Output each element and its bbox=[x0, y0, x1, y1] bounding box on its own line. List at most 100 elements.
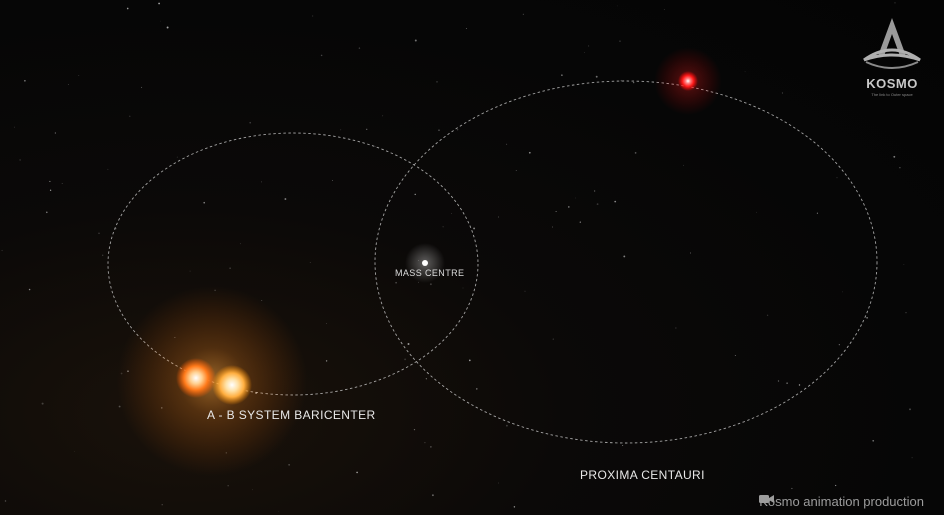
background-star bbox=[555, 211, 557, 212]
background-star bbox=[588, 45, 590, 47]
ab-orbit bbox=[107, 132, 479, 396]
background-star bbox=[1, 249, 3, 252]
background-star bbox=[46, 211, 48, 214]
background-star bbox=[780, 503, 782, 505]
background-star bbox=[404, 358, 406, 361]
background-star bbox=[528, 151, 531, 154]
background-star bbox=[356, 471, 358, 474]
background-star bbox=[816, 212, 818, 214]
mass-centre-label: MASS CENTRE bbox=[395, 268, 465, 278]
background-star bbox=[552, 226, 553, 228]
background-star bbox=[594, 190, 596, 192]
background-star bbox=[102, 254, 104, 256]
video-camera-icon bbox=[759, 495, 775, 503]
background-star bbox=[690, 252, 691, 254]
background-star bbox=[791, 487, 793, 490]
background-star bbox=[836, 177, 838, 179]
background-star bbox=[632, 81, 635, 84]
background-star bbox=[866, 316, 868, 319]
background-star bbox=[622, 445, 624, 446]
background-star bbox=[798, 384, 801, 386]
background-star bbox=[842, 291, 843, 293]
background-star bbox=[395, 281, 397, 284]
background-star bbox=[766, 314, 769, 316]
background-star bbox=[903, 264, 905, 265]
background-star bbox=[14, 126, 15, 128]
background-star bbox=[249, 121, 252, 124]
alpha-b-star bbox=[212, 365, 252, 405]
background-star bbox=[382, 115, 384, 117]
background-star bbox=[4, 500, 7, 502]
background-star bbox=[465, 28, 467, 29]
background-star bbox=[227, 485, 229, 487]
background-star bbox=[476, 388, 478, 390]
background-star bbox=[312, 15, 314, 17]
background-star bbox=[158, 2, 160, 5]
background-star bbox=[320, 54, 323, 57]
credit-line: Kosmo animation production bbox=[759, 494, 924, 509]
background-star bbox=[28, 288, 31, 291]
background-star bbox=[781, 92, 783, 94]
background-star bbox=[49, 189, 52, 191]
background-star bbox=[107, 168, 109, 170]
background-star bbox=[203, 201, 205, 204]
logo-tagline: The link to Outer space bbox=[871, 92, 913, 97]
background-star bbox=[161, 504, 163, 506]
background-star bbox=[457, 129, 459, 131]
background-star bbox=[579, 221, 581, 223]
background-star bbox=[19, 159, 21, 161]
background-star bbox=[524, 290, 526, 292]
background-star bbox=[176, 156, 178, 158]
logo-word: KOSMO bbox=[866, 76, 918, 91]
ab-barycenter-label: A - B SYSTEM BARICENTER bbox=[207, 408, 376, 422]
background-star bbox=[552, 338, 554, 340]
background-star bbox=[567, 206, 570, 208]
background-star bbox=[418, 281, 419, 283]
background-star bbox=[893, 155, 896, 158]
background-star bbox=[98, 232, 100, 235]
background-star bbox=[431, 494, 434, 497]
background-star bbox=[74, 450, 75, 452]
background-star bbox=[894, 2, 896, 4]
background-star bbox=[473, 227, 476, 230]
background-star bbox=[575, 197, 576, 199]
background-star bbox=[41, 402, 44, 405]
background-star bbox=[430, 446, 432, 448]
background-star bbox=[663, 9, 665, 10]
background-star bbox=[596, 203, 599, 205]
background-star bbox=[413, 428, 416, 431]
background-star bbox=[414, 193, 416, 196]
background-star bbox=[407, 343, 410, 345]
background-star bbox=[620, 79, 623, 82]
mass-centre-point bbox=[422, 260, 428, 266]
background-star bbox=[160, 20, 161, 22]
kosmo-logo: KOSMO The link to Outer space bbox=[856, 16, 928, 100]
background-star bbox=[911, 457, 913, 459]
background-stars bbox=[1, 2, 913, 512]
background-star bbox=[777, 380, 780, 382]
background-star bbox=[126, 7, 129, 10]
background-star bbox=[438, 129, 440, 132]
background-star bbox=[522, 13, 524, 15]
background-star bbox=[462, 287, 464, 289]
background-star bbox=[424, 441, 426, 444]
background-star bbox=[340, 129, 342, 131]
background-star bbox=[278, 510, 280, 512]
background-star bbox=[498, 216, 499, 218]
background-star bbox=[429, 283, 432, 286]
background-star bbox=[325, 360, 328, 362]
kosmo-rocket-logo-icon bbox=[863, 18, 921, 69]
background-star bbox=[366, 128, 368, 130]
background-star bbox=[239, 243, 241, 245]
background-star bbox=[683, 164, 684, 166]
background-star bbox=[506, 143, 508, 145]
background-star bbox=[623, 255, 626, 258]
background-star bbox=[899, 167, 901, 169]
background-star bbox=[595, 75, 598, 78]
background-star bbox=[358, 47, 361, 49]
background-star bbox=[756, 211, 757, 213]
background-star bbox=[260, 181, 263, 183]
background-star bbox=[229, 267, 231, 269]
background-star bbox=[616, 5, 618, 7]
